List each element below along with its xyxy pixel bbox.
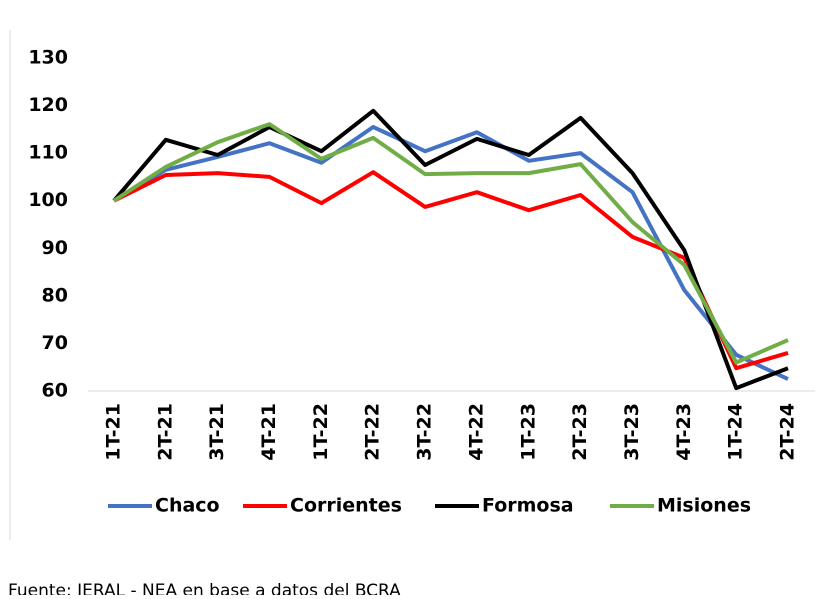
y-tick-label: 120	[28, 94, 68, 116]
y-tick-label: 80	[42, 284, 68, 306]
series-line	[112, 125, 789, 381]
y-tick-label: 130	[28, 47, 68, 69]
legend-label: Formosa	[482, 495, 574, 517]
x-tick-label: 2T-23	[569, 403, 591, 461]
y-tick-label: 90	[42, 237, 68, 259]
x-tick-label: 1T-22	[310, 403, 332, 461]
y-tick-label: 110	[28, 142, 68, 164]
x-tick-label: 2T-22	[362, 403, 384, 461]
y-tick-label: 60	[42, 380, 68, 402]
x-tick-label: 1T-21	[103, 403, 125, 461]
series-line	[112, 122, 789, 365]
x-tick-label: 2T-24	[777, 403, 799, 461]
y-tick-label: 70	[42, 332, 68, 354]
x-tick-label: 2T-21	[154, 403, 176, 461]
x-tick-label: 4T-21	[258, 403, 280, 461]
legend-label: Corrientes	[290, 495, 402, 517]
x-tick-label: 4T-23	[673, 403, 695, 461]
series-line	[113, 170, 789, 371]
x-tick-label: 3T-22	[414, 403, 436, 461]
source-note: Fuente: IERAL - NEA en base a datos del …	[8, 581, 401, 595]
legend-label: Misiones	[657, 495, 751, 517]
x-tick-label: 1T-24	[725, 403, 747, 461]
legend-label: Chaco	[155, 495, 220, 517]
series-line	[112, 108, 789, 391]
x-tick-label: 3T-23	[621, 403, 643, 461]
x-tick-label: 3T-21	[206, 403, 228, 461]
x-tick-label: 1T-23	[517, 403, 539, 461]
x-tick-label: 4T-22	[465, 403, 487, 461]
y-tick-label: 100	[28, 189, 68, 211]
